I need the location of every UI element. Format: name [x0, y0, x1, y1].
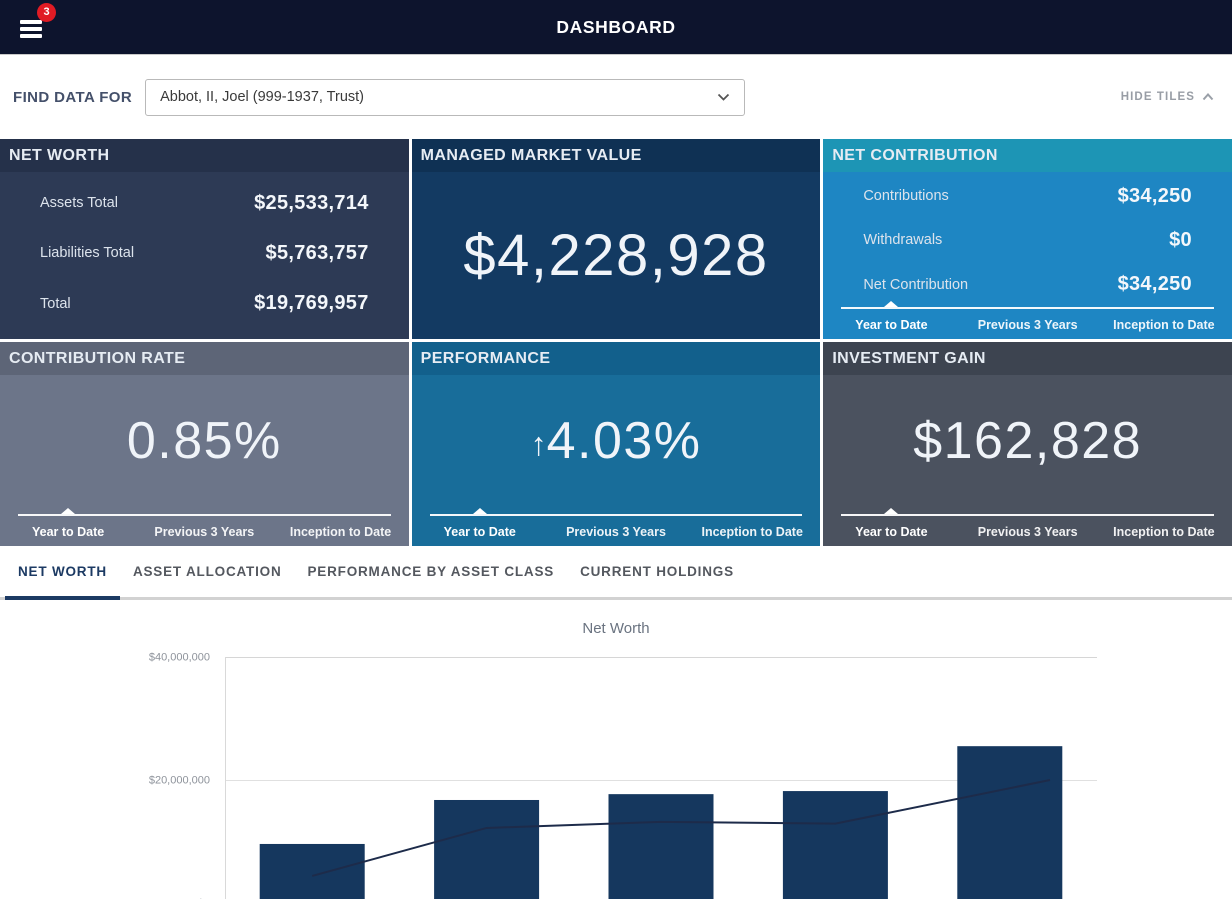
page-title: DASHBOARD	[0, 0, 1232, 55]
active-tab-caret	[473, 508, 487, 514]
tile-net-contribution: NET CONTRIBUTION Contributions $34,250 W…	[823, 139, 1232, 339]
tab-inception-to-date[interactable]: Inception to Date	[1096, 525, 1232, 539]
period-tabs: Year to Date Previous 3 Years Inception …	[0, 514, 409, 546]
tile-contribution-rate: CONTRIBUTION RATE 0.85% Year to Date Pre…	[0, 342, 409, 546]
tab-year-to-date[interactable]: Year to Date	[823, 525, 959, 539]
svg-text:$20,000,000: $20,000,000	[149, 775, 210, 787]
svg-text:$40,000,000: $40,000,000	[149, 652, 210, 664]
svg-text:Net Worth: Net Worth	[582, 620, 649, 637]
active-tab-caret	[884, 508, 898, 514]
liabilities-total-row: Liabilities Total $5,763,757	[40, 242, 369, 265]
net-worth-bar-chart: Net Worth $40,000,000 $20,000,000 $0	[0, 600, 1232, 899]
active-tab-caret	[884, 301, 898, 307]
tile-investment-gain: INVESTMENT GAIN $162,828 Year to Date Pr…	[823, 342, 1232, 546]
period-tabs: Year to Date Previous 3 Years Inception …	[412, 514, 821, 546]
tile-title: NET CONTRIBUTION	[823, 139, 1232, 172]
up-arrow-icon: ↑	[530, 426, 546, 462]
tab-current-holdings[interactable]: CURRENT HOLDINGS	[567, 546, 747, 600]
tab-year-to-date[interactable]: Year to Date	[412, 525, 548, 539]
tab-year-to-date[interactable]: Year to Date	[0, 525, 136, 539]
period-tabs: Year to Date Previous 3 Years Inception …	[823, 307, 1232, 339]
hide-tiles-label: HIDE TILES	[1121, 91, 1195, 103]
tab-performance-by-asset-class[interactable]: PERFORMANCE BY ASSET CLASS	[295, 546, 568, 600]
withdrawals-row: Withdrawals $0	[863, 229, 1192, 252]
client-selector-value: Abbot, II, Joel (999-1937, Trust)	[160, 89, 717, 105]
tab-previous-3-years[interactable]: Previous 3 Years	[960, 525, 1096, 539]
top-bar: 3 DASHBOARD	[0, 0, 1232, 55]
section-tab-bar: NET WORTH ASSET ALLOCATION PERFORMANCE B…	[0, 546, 1232, 600]
find-data-for-label: FIND DATA FOR	[13, 89, 132, 106]
net-contribution-row: Net Contribution $34,250	[863, 273, 1192, 296]
total-row: Total $19,769,957	[40, 292, 369, 315]
tile-managed-market-value: MANAGED MARKET VALUE $4,228,928	[412, 139, 821, 339]
net-worth-chart-area: Net Worth $40,000,000 $20,000,000 $0	[0, 600, 1232, 899]
contributions-row: Contributions $34,250	[863, 185, 1192, 208]
active-tab-caret	[61, 508, 75, 514]
tile-performance: PERFORMANCE ↑4.03% Year to Date Previous…	[412, 342, 821, 546]
contribution-rate-value: 0.85%	[127, 411, 282, 471]
period-tabs: Year to Date Previous 3 Years Inception …	[823, 514, 1232, 546]
finder-row: FIND DATA FOR Abbot, II, Joel (999-1937,…	[0, 55, 1232, 139]
tile-title: MANAGED MARKET VALUE	[412, 139, 821, 172]
chevron-up-icon	[1202, 93, 1214, 101]
tab-inception-to-date[interactable]: Inception to Date	[1096, 318, 1232, 332]
kpi-tiles-grid: NET WORTH Assets Total $25,533,714 Liabi…	[0, 139, 1232, 546]
dashboard-app: 3 DASHBOARD FIND DATA FOR Abbot, II, Joe…	[0, 0, 1232, 900]
client-selector[interactable]: Abbot, II, Joel (999-1937, Trust)	[145, 79, 745, 116]
svg-text:$0: $0	[198, 898, 210, 900]
assets-total-row: Assets Total $25,533,714	[40, 192, 369, 215]
performance-value: ↑4.03%	[530, 411, 701, 471]
tab-asset-allocation[interactable]: ASSET ALLOCATION	[120, 546, 295, 600]
tile-title: NET WORTH	[0, 139, 409, 172]
managed-market-value: $4,228,928	[463, 222, 768, 289]
tab-previous-3-years[interactable]: Previous 3 Years	[960, 318, 1096, 332]
tab-year-to-date[interactable]: Year to Date	[823, 318, 959, 332]
tile-net-worth: NET WORTH Assets Total $25,533,714 Liabi…	[0, 139, 409, 339]
tab-inception-to-date[interactable]: Inception to Date	[684, 525, 820, 539]
tab-inception-to-date[interactable]: Inception to Date	[272, 525, 408, 539]
tab-previous-3-years[interactable]: Previous 3 Years	[548, 525, 684, 539]
hide-tiles-button[interactable]: HIDE TILES	[1121, 91, 1214, 103]
investment-gain-value: $162,828	[913, 411, 1142, 471]
tab-net-worth[interactable]: NET WORTH	[5, 546, 120, 600]
chevron-down-icon	[717, 93, 730, 101]
tab-previous-3-years[interactable]: Previous 3 Years	[136, 525, 272, 539]
